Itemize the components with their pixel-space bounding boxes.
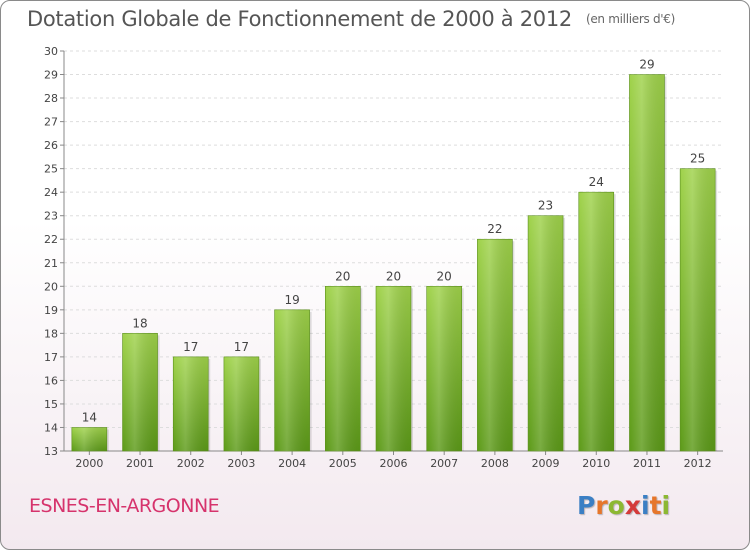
y-tick-label: 23 (44, 210, 58, 223)
x-tick-label-2000: 2000 (75, 457, 103, 470)
bar-shine (325, 286, 361, 451)
data-label-2010: 24 (589, 175, 604, 189)
bar-shine (274, 309, 310, 451)
bar-shine (71, 427, 107, 451)
data-label-2004: 19 (284, 293, 299, 307)
bar-shine (629, 74, 665, 451)
logo-letter: P (577, 491, 596, 520)
logo-letter: o (607, 491, 625, 520)
bar-shine (376, 286, 411, 451)
y-tick-label: 15 (44, 398, 58, 411)
x-tick-label-2008: 2008 (481, 457, 509, 470)
y-tick-label: 18 (44, 327, 58, 340)
data-label-2002: 17 (183, 340, 198, 354)
x-tick-label-2009: 2009 (532, 457, 560, 470)
bar-shine (173, 356, 209, 451)
bar-shine (122, 333, 158, 451)
logo-letter: t (649, 491, 662, 520)
data-label-2008: 22 (487, 222, 502, 236)
data-label-2012: 25 (690, 152, 705, 166)
bar-shine (528, 215, 564, 451)
data-label-2009: 23 (538, 199, 553, 213)
y-tick-label: 28 (44, 92, 58, 105)
data-label-2005: 20 (335, 269, 350, 283)
data-label-2000: 14 (82, 410, 97, 424)
y-tick-label: 27 (44, 116, 58, 129)
x-tick-label-2002: 2002 (177, 457, 205, 470)
logo-letter: i (661, 491, 671, 520)
data-label-2003: 17 (234, 340, 249, 354)
data-label-2001: 18 (132, 316, 147, 330)
x-tick-label-2010: 2010 (582, 457, 610, 470)
x-tick-label-2005: 2005 (329, 457, 357, 470)
bar-shine (223, 356, 259, 451)
bar-shine (680, 168, 716, 451)
y-tick-label: 30 (44, 45, 58, 58)
data-label-2006: 20 (386, 269, 401, 283)
y-tick-label: 24 (44, 186, 58, 199)
x-tick-label-2012: 2012 (684, 457, 712, 470)
x-tick-label-2011: 2011 (633, 457, 661, 470)
bars (71, 74, 718, 452)
y-tick-label: 20 (44, 280, 58, 293)
y-tick-label: 13 (44, 445, 58, 458)
bar-shine (426, 286, 462, 451)
y-tick-label: 26 (44, 139, 58, 152)
y-tick-label: 25 (44, 163, 58, 176)
data-labels: 14 18 17 17 19 20 20 20 22 23 24 29 25 (82, 58, 706, 425)
y-tick-label: 19 (44, 304, 58, 317)
chart-subtitle: (en milliers d'€) (585, 12, 675, 26)
logo-letter: i (641, 491, 650, 520)
y-tick-label: 29 (44, 69, 58, 82)
chart-title-text: Dotation Globale de Fonctionnement de 20… (27, 7, 572, 31)
y-tick-label: 22 (44, 233, 58, 246)
x-tick-label-2001: 2001 (126, 457, 154, 470)
x-tick-label-2003: 2003 (227, 457, 255, 470)
commune-name: ESNES-EN-ARGONNE (29, 495, 220, 517)
logo-letter: r (595, 491, 608, 520)
chart-title: Dotation Globale de Fonctionnement de 20… (27, 7, 675, 31)
y-tick-label: 17 (44, 351, 58, 364)
data-label-2007: 20 (437, 269, 452, 283)
x-tick-label-2004: 2004 (278, 457, 306, 470)
bar-shine (578, 192, 614, 452)
y-tick-label: 14 (44, 421, 58, 434)
x-tick-label-2007: 2007 (430, 457, 458, 470)
x-tick-label-2006: 2006 (380, 457, 408, 470)
data-label-2011: 29 (639, 58, 654, 72)
bar-shine (477, 239, 513, 451)
proxiti-logo: Proxiti (577, 491, 670, 520)
y-tick-label: 16 (44, 374, 58, 387)
logo-letter: x (624, 491, 641, 520)
y-tick-label: 21 (44, 257, 58, 270)
